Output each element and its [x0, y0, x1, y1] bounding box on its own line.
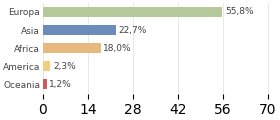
- Text: 2,3%: 2,3%: [53, 62, 76, 71]
- Text: 18,0%: 18,0%: [103, 44, 132, 53]
- Text: 55,8%: 55,8%: [225, 7, 254, 16]
- Text: 1,2%: 1,2%: [49, 80, 72, 89]
- Text: 22,7%: 22,7%: [118, 26, 147, 35]
- Bar: [43, 25, 116, 35]
- Bar: [43, 43, 101, 53]
- Bar: [43, 7, 222, 17]
- Bar: [43, 79, 47, 89]
- Bar: [43, 61, 50, 71]
